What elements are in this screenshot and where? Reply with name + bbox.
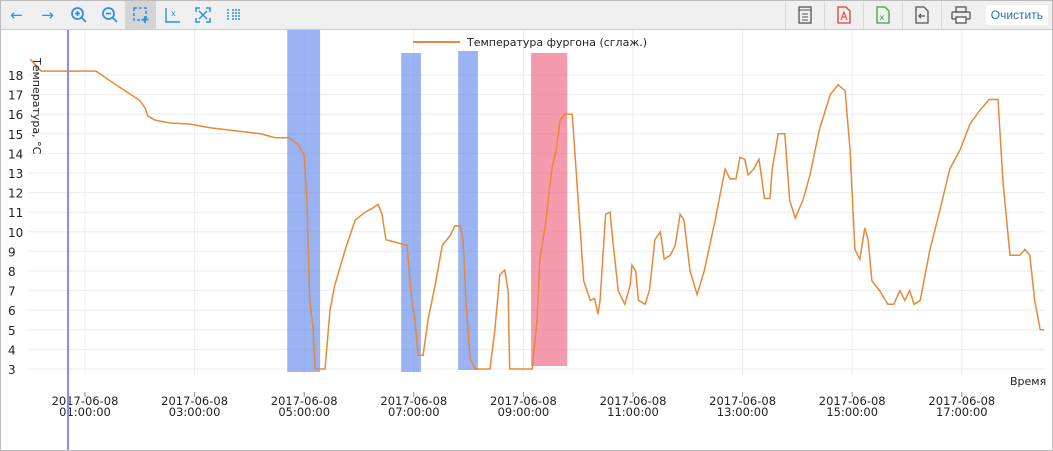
excel-icon[interactable]: x [862,1,902,29]
select-zoom-icon[interactable] [125,1,156,29]
svg-text:x: x [879,13,884,22]
import-icon[interactable] [901,1,941,29]
arrow-right-icon[interactable]: → [41,6,54,24]
svg-text:x: x [171,9,176,18]
axis-scale-icon[interactable]: x [156,1,187,29]
pdf-icon[interactable] [823,1,863,29]
print-icon[interactable] [940,1,980,29]
clear-button[interactable]: Очистить [985,5,1048,25]
zoom-in-icon[interactable] [63,1,94,29]
arrow-left-icon[interactable]: ← [10,6,23,24]
fit-icon[interactable] [187,1,218,29]
toolbar: ← → x x Очистить [1,1,1052,30]
table-icon[interactable] [784,1,824,29]
zoom-out-icon[interactable] [94,1,125,29]
legend-list-icon[interactable] [218,1,249,29]
